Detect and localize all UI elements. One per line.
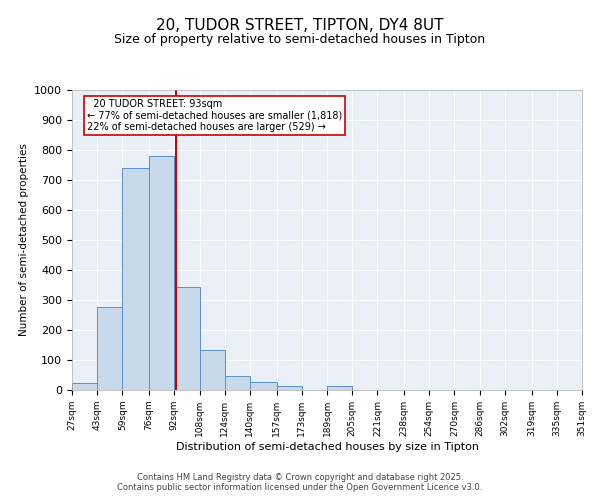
Bar (72, 384, 97, 390)
Text: Contains public sector information licensed under the Open Government Licence v3: Contains public sector information licen… (118, 484, 482, 492)
Bar (199, 350, 224, 390)
Bar (250, 382, 277, 390)
Text: Size of property relative to semi-detached houses in Tipton: Size of property relative to semi-detach… (115, 32, 485, 46)
Text: 20, TUDOR STREET, TIPTON, DY4 8UT: 20, TUDOR STREET, TIPTON, DY4 8UT (156, 18, 444, 32)
Bar (277, 386, 302, 390)
Bar (224, 376, 250, 390)
Bar (149, 156, 175, 390)
Text: 20 TUDOR STREET: 93sqm
← 77% of semi-detached houses are smaller (1,818)
22% of : 20 TUDOR STREET: 93sqm ← 77% of semi-det… (88, 99, 343, 132)
Bar (327, 386, 352, 390)
X-axis label: Distribution of semi-detached houses by size in Tipton: Distribution of semi-detached houses by … (176, 442, 479, 452)
Y-axis label: Number of semi-detached properties: Number of semi-detached properties (19, 144, 29, 336)
Bar (122, 168, 149, 390)
Text: Contains HM Land Registry data © Crown copyright and database right 2025.: Contains HM Land Registry data © Crown c… (137, 472, 463, 482)
Bar (175, 286, 199, 390)
Bar (97, 306, 122, 390)
